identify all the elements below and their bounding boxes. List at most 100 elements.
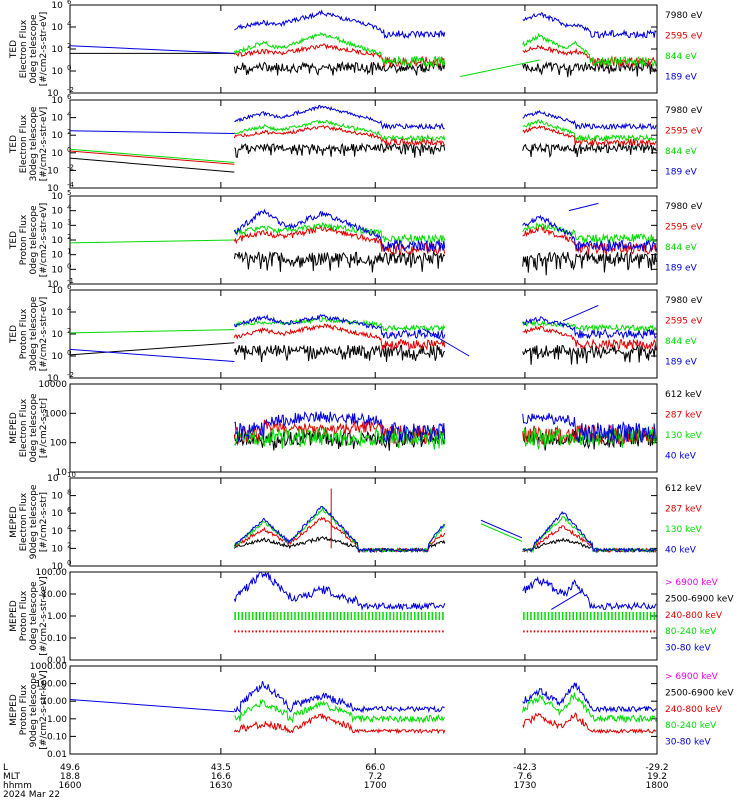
series-dot xyxy=(435,612,437,620)
series-dot xyxy=(308,630,310,633)
series-dot xyxy=(301,630,303,633)
y-tick-label: 1.00 xyxy=(47,715,67,725)
y-tick-label: 10 xyxy=(51,1,63,11)
series-dot xyxy=(442,630,444,633)
series-dot xyxy=(347,630,349,633)
series-red xyxy=(234,488,657,554)
series-dot xyxy=(251,630,254,633)
y-tick-label: 10 xyxy=(51,96,63,106)
y-tick-exponent: 4 xyxy=(67,524,72,532)
series-dot xyxy=(421,612,423,620)
y-tick-label: 10 xyxy=(51,149,63,159)
series-dot xyxy=(410,612,412,620)
series-trace xyxy=(234,316,446,333)
series-black xyxy=(69,142,657,173)
series-dot xyxy=(561,612,564,620)
y-tick-label: 10.00 xyxy=(41,697,67,707)
series-dot xyxy=(340,612,342,620)
y-axis-label-line: 30deg telescope xyxy=(29,106,39,181)
y-axis-label-line: TED xyxy=(9,135,19,154)
y-tick-label: 10 xyxy=(51,308,63,318)
series-dot xyxy=(375,612,377,620)
series-dot xyxy=(544,612,546,620)
series-dot xyxy=(625,630,627,633)
series-line-segment xyxy=(69,148,235,163)
y-tick-label: 10000 xyxy=(38,380,67,390)
y-axis-label-line: [#/cm2-s-str-eV] xyxy=(39,12,49,87)
series-dot xyxy=(347,612,349,620)
series-dot xyxy=(593,630,596,633)
series-dot xyxy=(639,612,641,620)
series-dot xyxy=(565,630,567,633)
series-dot xyxy=(371,612,374,620)
series-dot xyxy=(364,612,367,620)
legend-entry: 2595 eV xyxy=(665,223,703,233)
series-dot xyxy=(311,630,314,633)
y-axis-label-line: MEPED xyxy=(9,506,19,538)
footer-date-label: 2024 Mar 22 xyxy=(3,790,60,800)
series-dot xyxy=(283,612,286,620)
series-black xyxy=(233,250,657,276)
y-tick-label: 10 xyxy=(51,509,63,519)
series-dot xyxy=(526,612,529,620)
series-dot xyxy=(533,612,536,620)
legend-entry: 80-240 keV xyxy=(665,627,717,637)
series-dot xyxy=(399,612,402,620)
panel-5: 10 100 1000 10000 MEPED Electron Flux 0deg tel… xyxy=(9,380,702,478)
series-dot xyxy=(579,612,582,620)
series-dot xyxy=(618,612,620,620)
series-trace xyxy=(234,411,446,444)
series-line-segment xyxy=(568,202,599,212)
y-tick-exponent: 4 xyxy=(67,204,72,212)
series-dot xyxy=(558,630,560,633)
series-trace xyxy=(233,60,446,77)
series-dot xyxy=(287,612,289,620)
y-tick-label: 10 xyxy=(51,45,63,55)
y-axis-label-line: 90deg telescope xyxy=(29,484,39,559)
footer-row-label: hhmm xyxy=(3,781,32,791)
series-trace xyxy=(522,682,657,714)
x-tick-label-hhmm: 1800 xyxy=(646,781,669,791)
series-dot xyxy=(361,612,363,620)
y-tick-exponent: 2 xyxy=(67,541,71,549)
series-dot xyxy=(294,630,296,633)
series-trace xyxy=(522,320,657,333)
series-dot xyxy=(431,630,434,633)
series-dot xyxy=(269,612,272,620)
series-dot xyxy=(618,630,620,633)
series-line-segment xyxy=(69,130,235,134)
series-dot xyxy=(304,612,307,620)
series-dot xyxy=(537,612,539,620)
legend-entry: 844 eV xyxy=(665,243,698,253)
series-dot xyxy=(332,630,335,633)
y-tick-label: 10 xyxy=(51,492,63,502)
series-dot xyxy=(600,630,603,633)
series-black xyxy=(70,52,657,78)
series-dot xyxy=(583,612,585,620)
series-line-segment xyxy=(69,157,235,173)
series-dot xyxy=(262,630,265,633)
series-dot xyxy=(392,630,395,633)
legend-entry: 189 eV xyxy=(665,168,698,178)
series-dot xyxy=(526,630,529,633)
y-tick-label: 10 xyxy=(51,544,63,554)
series-dot xyxy=(586,630,589,633)
series-dot xyxy=(417,612,420,620)
series-dot xyxy=(406,630,409,633)
y-tick-label: 1.00 xyxy=(47,612,67,622)
series-dot xyxy=(607,612,610,620)
x-tick-label-hhmm: 1730 xyxy=(513,781,536,791)
y-tick-exponent: 4 xyxy=(67,111,72,119)
series-dot xyxy=(378,630,381,633)
series-dot xyxy=(642,630,645,633)
series-dot xyxy=(551,630,553,633)
series-line-segment xyxy=(562,304,599,322)
y-tick-label: 10 xyxy=(47,166,59,176)
series-dot xyxy=(540,612,543,620)
legend-entry: 130 keV xyxy=(665,525,702,535)
y-tick-label: 10 xyxy=(47,280,59,290)
series-dot xyxy=(262,612,265,620)
legend-entry: 844 eV xyxy=(665,147,698,157)
series-trace xyxy=(522,214,657,254)
